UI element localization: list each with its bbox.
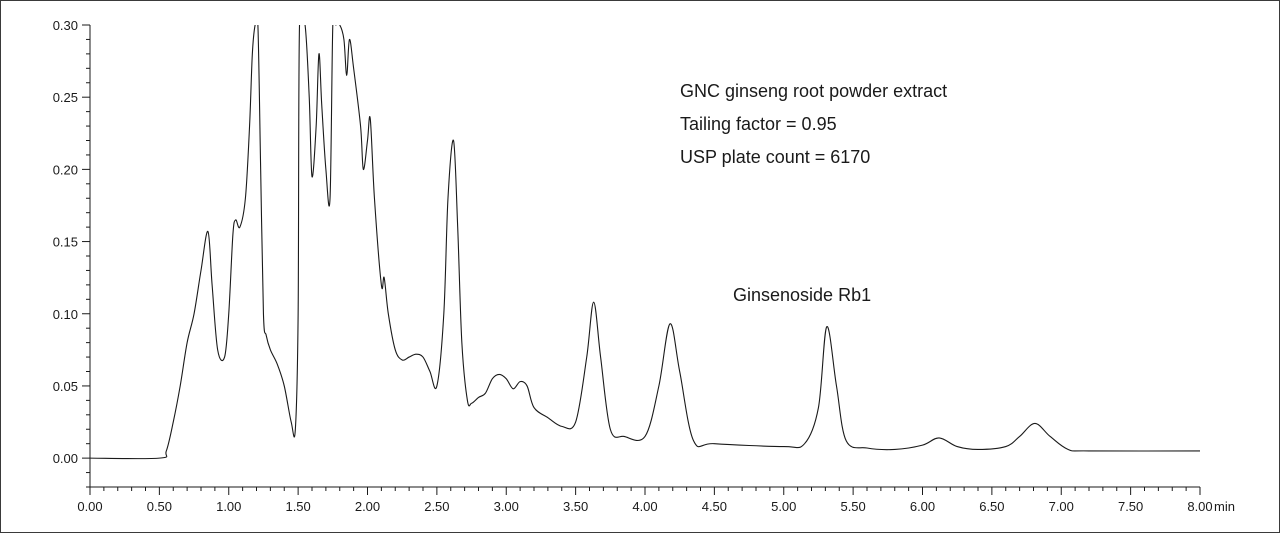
y-tick-label: 0.00 [53,451,78,466]
x-tick-label: 3.00 [494,499,519,514]
y-tick-label: 0.05 [53,379,78,394]
x-tick-label: 8.00 [1187,499,1212,514]
y-tick-label: 0.25 [53,90,78,105]
y-tick-label: 0.30 [53,18,78,33]
x-tick-label: 7.00 [1049,499,1074,514]
x-tick-label: 0.50 [147,499,172,514]
x-tick-label: 3.50 [563,499,588,514]
x-tick-label: 6.50 [979,499,1004,514]
y-tick-label: 0.20 [53,162,78,177]
x-tick-label: 6.00 [910,499,935,514]
ticks-group: 0.00 0.50 1.00 1.50 2.00 2.50 3.00 3.50 4.00 4.50… [53,18,1213,514]
x-unit-label: min [1214,499,1235,514]
x-tick-label: 1.50 [285,499,310,514]
x-tick-label: 7.50 [1118,499,1143,514]
x-tick-label: 1.00 [216,499,241,514]
x-tick-label: 0.00 [77,499,102,514]
x-tick-label: 2.00 [355,499,380,514]
annotation-plates: USP plate count = 6170 [680,147,870,167]
x-tick-label: 5.00 [771,499,796,514]
annotation-sample: GNC ginseng root powder extract [680,81,947,101]
x-tick-label: 4.50 [702,499,727,514]
axes-group [89,25,1200,488]
x-tick-label: 5.50 [840,499,865,514]
x-tick-label: 4.00 [632,499,657,514]
y-tick-label: 0.15 [53,235,78,250]
peak-label-rb1: Ginsenoside Rb1 [733,285,871,305]
y-tick-label: 0.10 [53,307,78,322]
annotation-tailing: Tailing factor = 0.95 [680,114,837,134]
x-tick-label: 2.50 [424,499,449,514]
chromatogram-trace [90,25,1201,460]
